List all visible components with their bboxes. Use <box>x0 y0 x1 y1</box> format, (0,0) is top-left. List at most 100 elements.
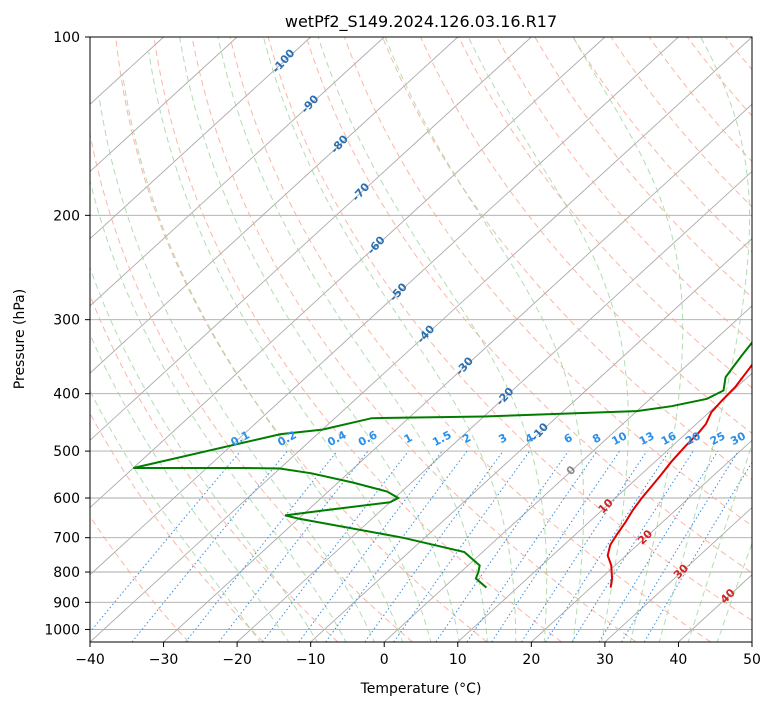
dry-adiabat-line <box>496 37 752 344</box>
x-axis-title: Temperature (°C) <box>360 681 482 697</box>
mixing-ratio-label: 3 <box>496 431 509 446</box>
mixing-ratio-line <box>598 450 719 642</box>
isotherm-line <box>604 506 752 642</box>
moist-adiabat-line <box>90 178 347 642</box>
x-tick-label: −30 <box>149 652 179 668</box>
mixing-ratio-label: 0.4 <box>325 428 349 449</box>
isotherm-line <box>90 37 532 441</box>
temperature-line <box>606 363 752 588</box>
mixing-ratio-label: 1 <box>402 431 415 446</box>
x-tick-label: 0 <box>380 652 389 668</box>
dry-adiabat-line <box>725 37 752 71</box>
moist-adiabat-line <box>687 442 752 642</box>
mixing-ratio-label: 20 <box>683 429 703 448</box>
moist-adiabat-line <box>658 37 750 642</box>
isotherm-line <box>90 37 752 642</box>
mixing-ratio-label: 25 <box>708 429 728 448</box>
isotherm-line <box>90 37 459 374</box>
y-tick-label: 400 <box>53 387 80 403</box>
x-tick-label: 10 <box>449 652 467 668</box>
dry-adiabat-line <box>648 37 752 163</box>
x-tick-label: 30 <box>596 652 614 668</box>
moist-adiabat-line <box>217 37 488 642</box>
isotherm-line <box>530 439 752 642</box>
mixing-ratio-label: 0.1 <box>229 428 252 449</box>
plot-frame <box>89 36 753 643</box>
mixing-ratio-line <box>393 450 531 642</box>
isotherm-line <box>163 103 752 642</box>
dry-adiabat-line <box>115 37 488 642</box>
isotherm-line <box>383 305 752 642</box>
moist-adiabat-line <box>317 37 548 642</box>
dry-adiabat-line <box>305 37 752 574</box>
mixing-ratio-line <box>90 450 241 633</box>
dry-adiabat-line <box>572 37 752 253</box>
y-tick-label: 600 <box>53 491 80 507</box>
isotherm-line <box>751 641 752 642</box>
dry-adiabat-line <box>191 37 637 642</box>
dry-adiabat-line <box>229 37 712 642</box>
mixing-ratio-label: 30 <box>728 429 748 448</box>
y-axis-title: Pressure (hPa) <box>12 289 28 389</box>
moist-adiabat-line <box>148 51 432 642</box>
dry-adiabat-line <box>343 37 752 527</box>
isotherm-line <box>90 37 606 509</box>
moist-adiabat-line <box>98 96 375 642</box>
x-tick-label: −10 <box>296 652 326 668</box>
moist-adiabat-line <box>179 37 460 642</box>
dry-adiabat-line <box>90 131 413 642</box>
mixing-ratio-line <box>218 450 369 642</box>
mixing-ratio-label: 1.5 <box>430 428 453 449</box>
isotherm-line <box>236 170 752 642</box>
moist-adiabat-line <box>122 75 404 642</box>
dry-adiabat-line <box>420 37 752 435</box>
mixing-ratio-line <box>571 450 694 642</box>
dry-adiabat-line <box>90 412 264 642</box>
mixing-ratio-label: 10 <box>610 429 630 448</box>
mixing-ratio-label: 0.6 <box>356 428 380 449</box>
mixing-ratio-line <box>466 450 598 642</box>
dry-adiabat-line <box>153 37 562 642</box>
moist-adiabat-line <box>572 37 684 642</box>
mixing-ratio-label: 6 <box>562 431 575 446</box>
x-tick-label: 20 <box>522 652 540 668</box>
mixing-ratio-line <box>435 450 569 642</box>
x-tick-label: 50 <box>743 652 761 668</box>
mixing-ratio-line <box>621 450 739 642</box>
dry-adiabat-line <box>534 37 752 298</box>
mixing-ratio-label: 0.2 <box>275 428 298 449</box>
chart-title: wetPf2_S149.2024.126.03.16.R17 <box>285 12 557 32</box>
mixing-ratio-line <box>262 450 409 642</box>
dry-adiabat-line <box>458 37 752 389</box>
x-tick-label: 40 <box>670 652 688 668</box>
dry-adiabat-line <box>90 515 190 642</box>
y-tick-label: 800 <box>53 565 80 581</box>
moist-adiabat-line <box>263 37 517 642</box>
isotherm-line <box>90 37 312 240</box>
mixing-ratio-line <box>364 450 504 642</box>
y-tick-label: 500 <box>53 444 80 460</box>
moist-adiabat-line <box>716 541 752 642</box>
isotherm-line <box>90 37 238 173</box>
isotherm-line <box>457 372 752 642</box>
isotherm-line <box>310 238 752 642</box>
dry-adiabat-line <box>267 37 752 622</box>
profile-lines <box>133 340 752 589</box>
x-tick-label: −20 <box>222 652 252 668</box>
moist-adiabat-line <box>90 389 261 642</box>
isotherm-line <box>90 37 385 307</box>
dry-adiabat-line <box>90 293 339 642</box>
mixing-ratio-line <box>185 450 338 642</box>
mixing-ratio-line <box>491 450 621 642</box>
mixing-ratio-label: 13 <box>637 429 657 448</box>
dry-adiabat-label: -100 <box>269 46 297 75</box>
line-labels: 0.1 0.2 0.4 0.6 1 1.5 2 3 4 6 8 10 13 16 20 25 30-100-90… <box>229 46 749 606</box>
dry-adiabat-line <box>610 37 752 208</box>
moist-adiabat-line <box>384 37 585 642</box>
y-tick-label: 700 <box>53 531 80 547</box>
dry-adiabat-line <box>686 37 752 117</box>
y-tick-label: 200 <box>53 208 80 224</box>
mixing-ratio-label: 2 <box>460 431 473 446</box>
